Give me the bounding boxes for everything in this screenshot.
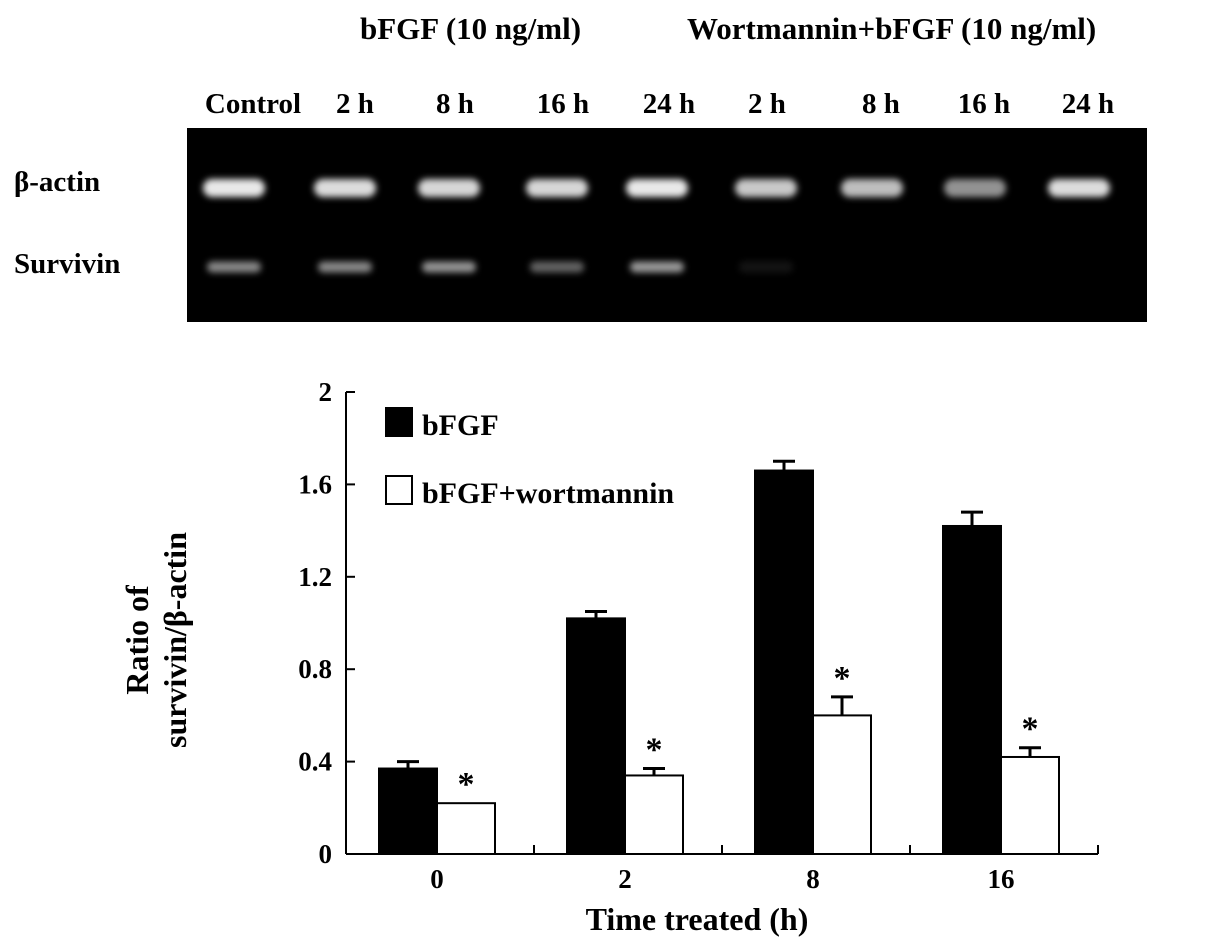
beta-actin-band-2 <box>314 179 376 197</box>
y-tick-label: 2 <box>319 377 333 407</box>
beta-actin-band-4 <box>526 179 588 197</box>
lane-label-wort-8h: 8 h <box>862 88 900 120</box>
gel-group-label-bfgf: bFGF (10 ng/ml) <box>360 11 582 46</box>
beta-actin-band-6 <box>735 179 797 197</box>
y-tick-label: 1.6 <box>298 469 332 499</box>
row-label-beta-actin: β-actin <box>14 166 101 198</box>
beta-actin-band-7 <box>841 179 903 197</box>
survivin-band-2 <box>318 261 372 273</box>
y-tick-label: 0.4 <box>298 747 332 777</box>
lane-label-bfgf-2h: 2 h <box>336 88 374 120</box>
lane-label-bfgf-16h: 16 h <box>536 88 590 120</box>
beta-actin-band-9 <box>1048 179 1110 197</box>
survivin-band-6 <box>739 261 793 273</box>
significance-asterisk: * <box>834 660 851 697</box>
y-axis-label-line-1: Ratio of <box>119 585 155 695</box>
bar-bfgf-wortmannin-2 <box>624 774 684 856</box>
gel-group-label-wortmannin-bfgf: Wortmannin+bFGF (10 ng/ml) <box>687 11 1097 46</box>
y-tick-label: 1.2 <box>298 562 332 592</box>
x-tick-label: 2 <box>618 864 632 894</box>
x-tick-label: 0 <box>430 864 444 894</box>
beta-actin-band-1 <box>203 179 265 197</box>
x-axis-label: Time treated (h) <box>586 901 809 937</box>
bar-bfgf-wortmannin-16 <box>1000 755 1060 855</box>
beta-actin-band-3 <box>418 179 480 197</box>
survivin-band-1 <box>207 261 261 273</box>
significance-asterisk: * <box>1022 711 1039 748</box>
survivin-band-3 <box>422 261 476 273</box>
survivin-band-4 <box>530 261 584 273</box>
y-tick-label: 0.8 <box>298 654 332 684</box>
bar-bfgf-16 <box>942 524 1002 855</box>
lane-label-wort-24h: 24 h <box>1061 88 1115 120</box>
y-tick-label: 0 <box>319 839 333 869</box>
bar-bfgf-wortmannin-0 <box>436 802 496 855</box>
significance-asterisk: * <box>458 766 475 803</box>
y-axis-label-line-2: survivin/β-actin <box>157 532 193 748</box>
x-tick-label: 16 <box>988 864 1015 894</box>
legend-label: bFGF+wortmannin <box>422 477 674 510</box>
bar-bfgf-8 <box>754 469 814 855</box>
legend-label: bFGF <box>422 409 499 442</box>
bar-bfgf-0 <box>378 767 438 856</box>
row-label-survivin: Survivin <box>14 248 121 280</box>
lane-label-bfgf-24h: 24 h <box>642 88 696 120</box>
lane-label-bfgf-8h: 8 h <box>436 88 474 120</box>
legend-swatch <box>385 475 413 505</box>
significance-asterisk: * <box>646 732 663 769</box>
gel-image <box>187 128 1147 322</box>
bar-bfgf-2 <box>566 617 626 855</box>
gel-background <box>187 128 1147 322</box>
legend-swatch <box>385 407 413 437</box>
x-tick-label: 8 <box>806 864 820 894</box>
lane-label-wort-16h: 16 h <box>957 88 1011 120</box>
beta-actin-band-8 <box>944 179 1006 197</box>
bar-bfgf-wortmannin-8 <box>812 714 872 856</box>
lane-label-control: Control <box>204 88 302 120</box>
survivin-band-5 <box>630 261 684 273</box>
lane-label-wort-2h: 2 h <box>748 88 786 120</box>
beta-actin-band-5 <box>626 179 688 197</box>
